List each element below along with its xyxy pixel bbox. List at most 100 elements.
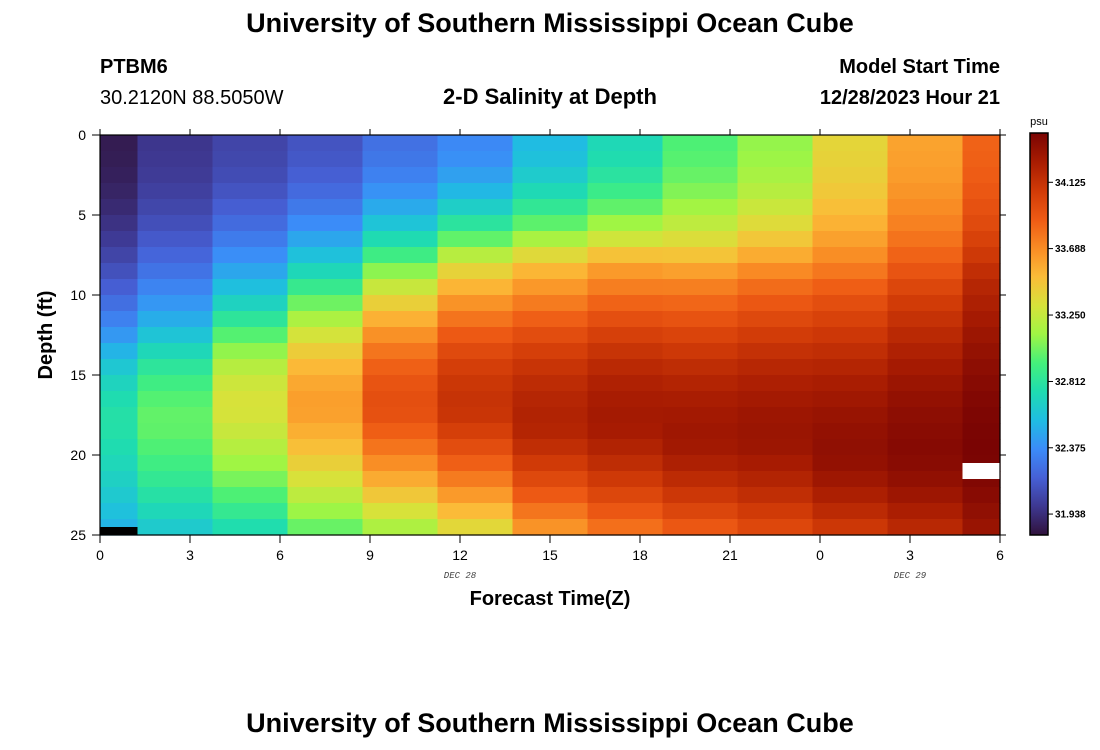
heatmap-cell <box>362 231 439 248</box>
heatmap-cell <box>962 439 1001 456</box>
heatmap-cell <box>137 231 214 248</box>
heatmap-cell <box>212 135 289 152</box>
heatmap-cell <box>137 215 214 232</box>
heatmap-cell <box>287 167 364 184</box>
heatmap-cell <box>287 199 364 216</box>
y-tick-label: 25 <box>70 527 86 543</box>
heatmap-cell <box>362 151 439 168</box>
x-tick-label: 6 <box>276 547 284 563</box>
heatmap-cell <box>512 295 589 312</box>
heatmap-cell <box>887 295 964 312</box>
heatmap-cell <box>287 391 364 408</box>
heatmap-cell <box>137 455 214 472</box>
heatmap-cell <box>362 375 439 392</box>
heatmap-cell <box>512 231 589 248</box>
heatmap-cell <box>887 327 964 344</box>
y-tick-label: 0 <box>78 127 86 143</box>
heatmap-cell <box>100 391 139 408</box>
heatmap-cell <box>137 263 214 280</box>
heatmap-cell <box>512 135 589 152</box>
heatmap-cell <box>100 407 139 424</box>
heatmap-cell <box>362 503 439 520</box>
heatmap-cell <box>887 215 964 232</box>
heatmap-cell <box>962 215 1001 232</box>
heatmap-cell <box>587 439 664 456</box>
heatmap-cell <box>212 375 289 392</box>
heatmap-cell <box>212 391 289 408</box>
heatmap-cell <box>212 423 289 440</box>
heatmap-cell <box>737 519 814 536</box>
heatmap-cell <box>137 327 214 344</box>
x-tick-label: 6 <box>996 547 1004 563</box>
heatmap-cell <box>962 519 1001 536</box>
heatmap-cell <box>212 327 289 344</box>
heatmap-cell <box>587 199 664 216</box>
heatmap-cell <box>887 423 964 440</box>
heatmap-cell <box>362 391 439 408</box>
heatmap-cell <box>362 471 439 488</box>
heatmap-cell <box>287 343 364 360</box>
missing-data-cell <box>962 463 1000 479</box>
x-tick-label: 12 <box>452 547 468 563</box>
heatmap-cell <box>437 471 514 488</box>
heatmap-cell <box>887 359 964 376</box>
heatmap-cell <box>287 135 364 152</box>
heatmap-cell <box>437 391 514 408</box>
heatmap-cell <box>662 247 739 264</box>
heatmap-cell <box>587 279 664 296</box>
heatmap-cell <box>662 327 739 344</box>
heatmap-cell <box>737 295 814 312</box>
heatmap-cell <box>662 183 739 200</box>
heatmap-cell <box>287 407 364 424</box>
heatmap-cell <box>962 327 1001 344</box>
heatmap-cell <box>887 375 964 392</box>
heatmap-cell <box>962 247 1001 264</box>
y-axis: 0 5 10 15 20 25 <box>70 127 1006 543</box>
heatmap-cell <box>962 503 1001 520</box>
heatmap-cell <box>887 391 964 408</box>
heatmap-cell <box>962 231 1001 248</box>
heatmap-cell <box>137 167 214 184</box>
heatmap-cell <box>512 263 589 280</box>
heatmap-cell <box>512 183 589 200</box>
heatmap-cell <box>887 247 964 264</box>
heatmap-cell <box>212 359 289 376</box>
heatmap-cell <box>137 295 214 312</box>
heatmap-cell <box>812 279 889 296</box>
heatmap-cell <box>737 151 814 168</box>
heatmap-cell <box>100 327 139 344</box>
heatmap-cell <box>212 503 289 520</box>
station-id: PTBM6 <box>100 56 168 78</box>
y-tick-label: 15 <box>70 367 86 383</box>
heatmap-cell <box>887 263 964 280</box>
heatmap-cell <box>962 151 1001 168</box>
y-axis-title: Depth (ft) <box>35 291 57 380</box>
heatmap-cell <box>137 375 214 392</box>
heatmap-cell <box>100 135 139 152</box>
heatmap-cell <box>362 487 439 504</box>
heatmap-cell <box>962 311 1001 328</box>
heatmap-cell <box>212 311 289 328</box>
heatmap-cell <box>737 247 814 264</box>
missing-data-cell <box>100 527 138 535</box>
heatmap-cell <box>437 487 514 504</box>
heatmap-cell <box>587 311 664 328</box>
heatmap-cell <box>737 487 814 504</box>
heatmap-cell <box>662 343 739 360</box>
heatmap-cell <box>737 343 814 360</box>
heatmap-cell <box>287 503 364 520</box>
heatmap-cell <box>737 359 814 376</box>
heatmap-cell <box>737 135 814 152</box>
heatmap-cell <box>362 263 439 280</box>
heatmap-cell <box>437 423 514 440</box>
heatmap-cell <box>137 135 214 152</box>
heatmap-cell <box>662 311 739 328</box>
heatmap-cell <box>362 407 439 424</box>
heatmap-cell <box>100 247 139 264</box>
heatmap-cell <box>212 215 289 232</box>
heatmap-cell <box>887 231 964 248</box>
x-axis: 0 3 6 9 12 15 18 21 0 3 6 DEC 28 DEC 29 <box>96 129 1004 581</box>
heatmap-cell <box>362 519 439 536</box>
heatmap-cell <box>512 167 589 184</box>
